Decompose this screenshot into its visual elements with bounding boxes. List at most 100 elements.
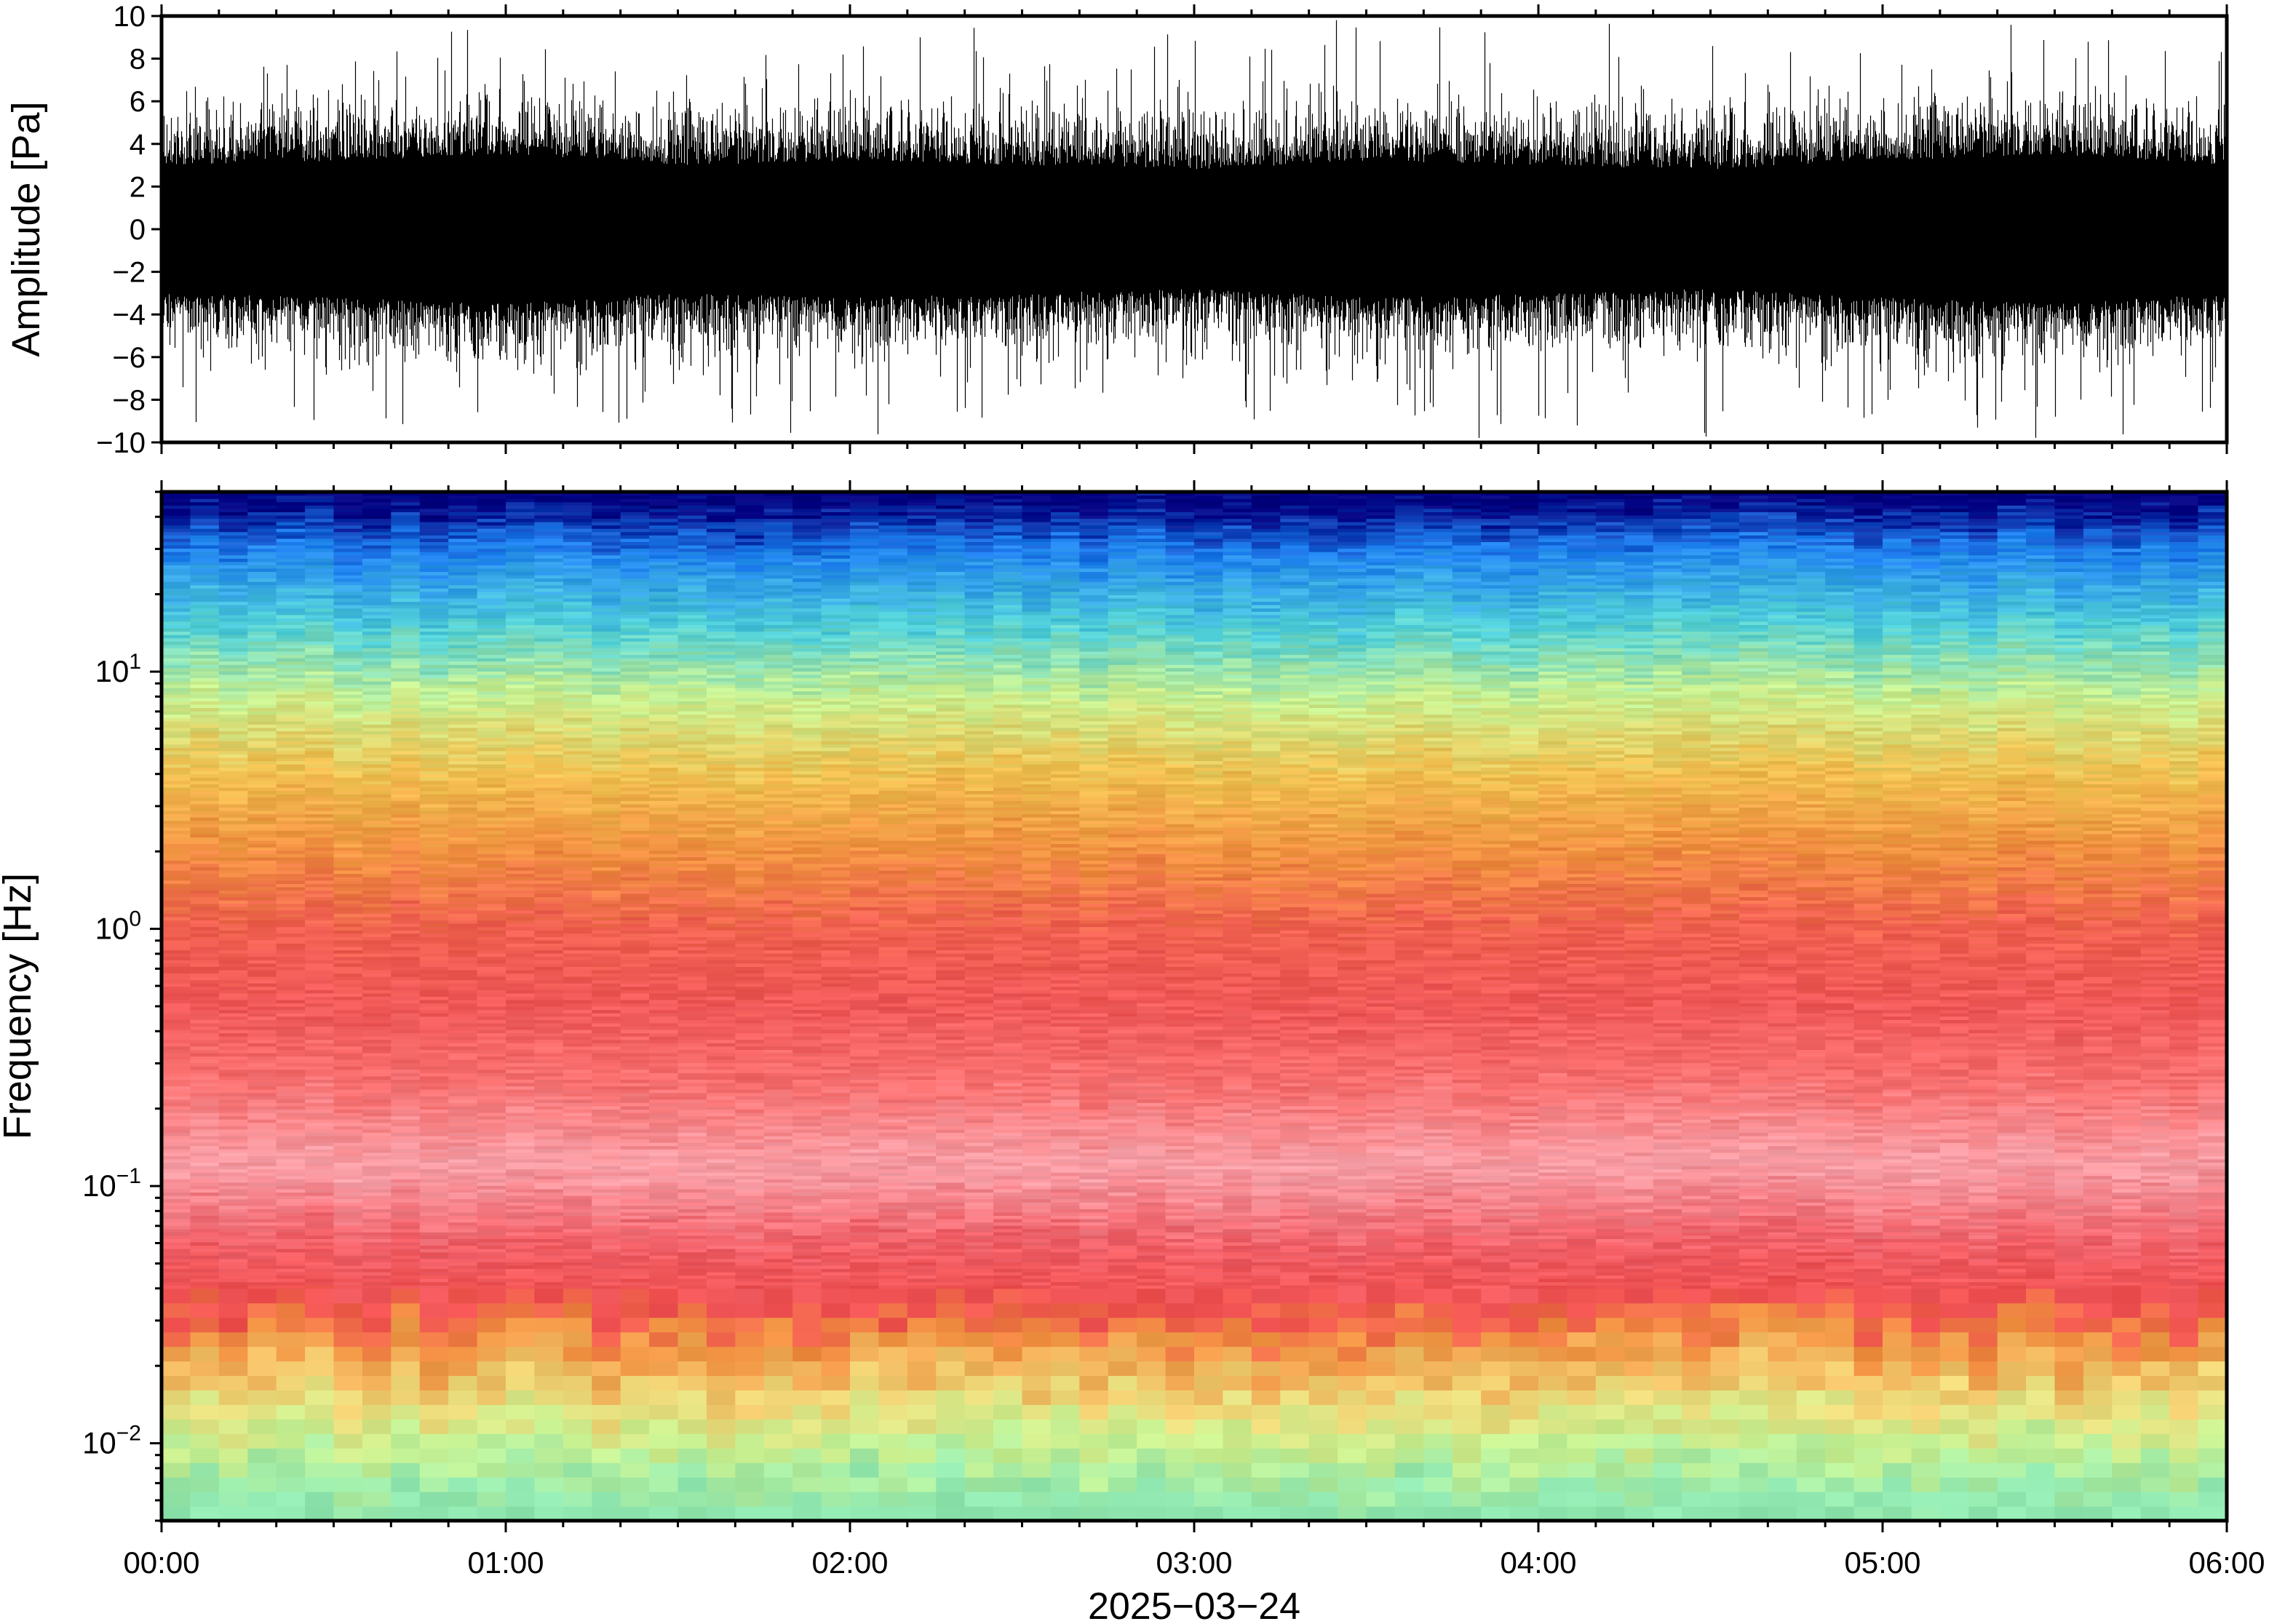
- spectrogram-cell: [563, 824, 592, 828]
- spectrogram-cell: [563, 1006, 592, 1011]
- spectrogram-cell: [305, 741, 335, 745]
- spectrogram-cell: [477, 996, 506, 1000]
- spectrogram-cell: [506, 860, 536, 864]
- spectrogram-cell: [534, 1198, 564, 1203]
- spectrogram-cell: [448, 688, 478, 692]
- spectrogram-cell: [305, 1112, 335, 1117]
- spectrogram-cell: [620, 936, 650, 941]
- spectrogram-cell: [218, 1039, 248, 1043]
- spectrogram-cell: [419, 757, 449, 762]
- spectrogram-cell: [506, 903, 536, 907]
- spectrogram-cell: [391, 664, 421, 669]
- spectrogram-cell: [448, 641, 478, 645]
- spectrogram-cell: [448, 943, 478, 947]
- spectrogram-cell: [162, 986, 191, 990]
- spectrogram-cell: [305, 650, 335, 656]
- spectrogram-cell: [592, 1346, 621, 1362]
- spectrogram-cell: [362, 601, 392, 605]
- spectrogram-cell: [592, 784, 621, 788]
- spectrogram-cell: [419, 1317, 449, 1333]
- spectrogram-cell: [333, 1109, 363, 1113]
- spectrogram-cell: [419, 1069, 449, 1073]
- spectrogram-cell: [534, 1152, 564, 1156]
- spectrogram-cell: [649, 909, 679, 914]
- spectrogram-cell: [506, 790, 536, 795]
- spectrogram-cell: [247, 1238, 277, 1243]
- spectrogram-cell: [247, 704, 277, 709]
- spectrogram-cell: [534, 1448, 564, 1463]
- spectrogram-cell: [563, 1346, 592, 1362]
- spectrogram-cell: [448, 760, 478, 765]
- spectrogram-cell: [677, 916, 707, 921]
- spectrogram-cell: [218, 1361, 248, 1377]
- spectrogram-cell: [563, 650, 592, 656]
- spectrogram-cell: [333, 1162, 363, 1166]
- spectrogram-cell: [620, 1228, 650, 1233]
- spectrogram-cell: [247, 1492, 277, 1507]
- spectrogram-cell: [305, 1152, 335, 1156]
- spectrogram-cell: [218, 900, 248, 904]
- spectrogram-cell: [563, 833, 592, 837]
- spectrogram-cell: [362, 1285, 392, 1289]
- spectrogram-cell: [592, 1271, 621, 1276]
- spectrogram-cell: [362, 1188, 392, 1193]
- spectrogram-cell: [247, 1462, 277, 1478]
- spectrogram-cell: [333, 1390, 363, 1405]
- spectrogram-cell: [448, 992, 478, 997]
- spectrogram-cell: [534, 1032, 564, 1037]
- spectrogram-cell: [592, 916, 621, 921]
- spectrogram-cell: [563, 621, 592, 626]
- spectrogram-cell: [276, 1142, 306, 1147]
- spectrogram-cell: [218, 535, 248, 539]
- spectrogram-cell: [218, 830, 248, 835]
- spectrogram-cell: [706, 1477, 736, 1492]
- spectrogram-cell: [391, 1062, 421, 1067]
- spectrogram-cell: [677, 538, 707, 543]
- spectrogram-cell: [477, 1215, 506, 1219]
- spectrogram-cell: [391, 986, 421, 990]
- spectrogram-cell: [419, 667, 449, 672]
- spectrogram-cell: [448, 933, 478, 937]
- spectrogram-cell: [419, 830, 449, 835]
- spectrogram-cell: [592, 644, 621, 648]
- spectrogram-cell: [506, 528, 536, 533]
- spectrogram-cell: [649, 863, 679, 868]
- spectrogram-cell: [218, 1075, 248, 1080]
- spectrogram-cell: [362, 561, 392, 565]
- spectrogram-cell: [706, 1404, 736, 1420]
- spectrogram-cell: [677, 1258, 707, 1262]
- spectrogram-cell: [620, 704, 650, 709]
- spectrogram-cell: [218, 1109, 248, 1113]
- spectrogram-cell: [649, 820, 679, 824]
- spectrogram-cell: [305, 674, 335, 679]
- spectrogram-cell: [276, 1268, 306, 1273]
- spectrogram-cell: [649, 1278, 679, 1283]
- spectrogram-cell: [162, 1492, 191, 1507]
- spectrogram-cell: [506, 824, 536, 828]
- spectrogram-cell: [534, 684, 564, 688]
- spectrogram-cell: [534, 1506, 564, 1521]
- spectrogram-cell: [247, 867, 277, 871]
- spectrogram-cell: [362, 1238, 392, 1243]
- spectrogram-cell: [391, 787, 421, 792]
- spectrogram-cell: [247, 1448, 277, 1463]
- spectrogram-cell: [247, 817, 277, 821]
- spectrogram-cell: [419, 1245, 449, 1249]
- spectrogram-cell: [190, 1013, 220, 1017]
- spectrogram-cell: [649, 1096, 679, 1100]
- spectrogram-cell: [247, 797, 277, 801]
- spectrogram-cell: [620, 824, 650, 828]
- spectrogram-cell: [563, 827, 592, 831]
- spectrogram-cell: [362, 1209, 392, 1213]
- spectrogram-cell: [276, 720, 306, 725]
- spectrogram-cell: [448, 764, 478, 768]
- spectrogram-cell: [391, 1281, 421, 1286]
- spectrogram-cell: [448, 628, 478, 632]
- spectrogram-cell: [247, 605, 277, 609]
- spectrogram-cell: [333, 741, 363, 745]
- spectrogram-cell: [333, 508, 363, 512]
- spectrogram-cell: [620, 501, 650, 506]
- spectrogram-cell: [534, 926, 564, 931]
- spectrogram-cell: [218, 1169, 248, 1173]
- spectrogram-cell: [305, 824, 335, 828]
